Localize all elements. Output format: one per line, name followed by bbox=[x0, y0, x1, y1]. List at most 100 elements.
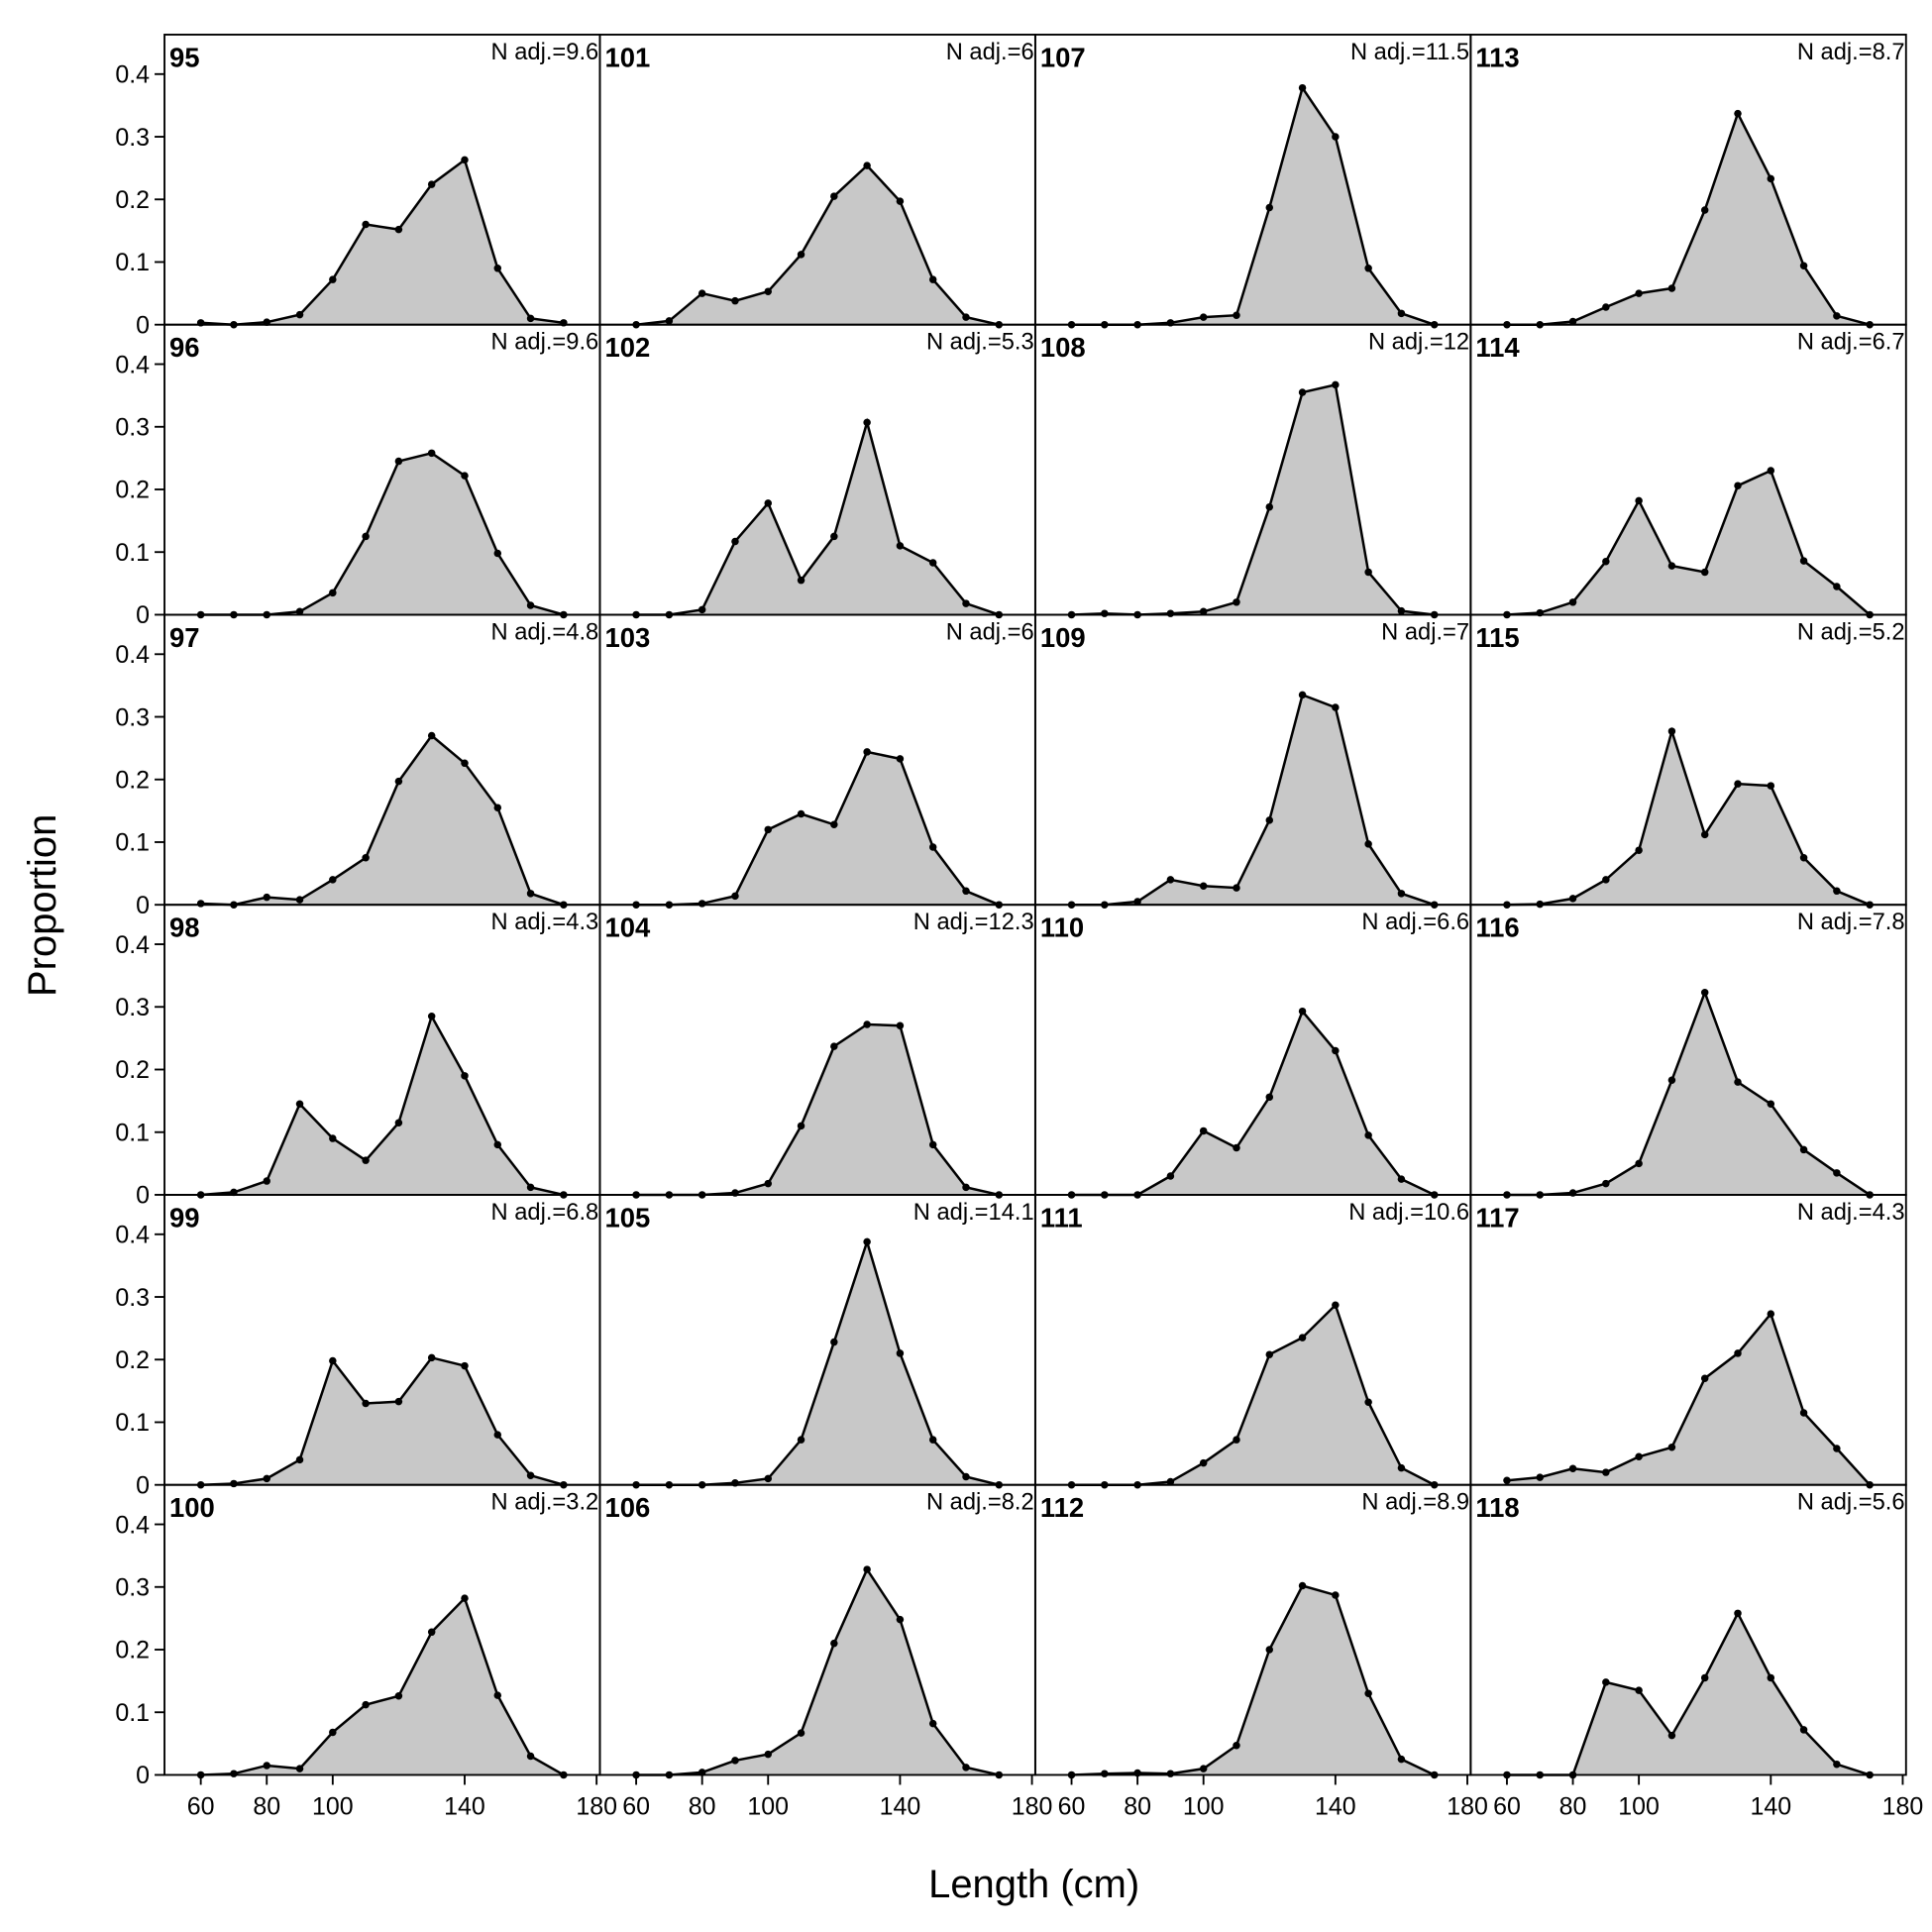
y-tick-label: 0.2 bbox=[115, 766, 150, 794]
point bbox=[329, 1356, 337, 1365]
x-tick-label: 140 bbox=[444, 1792, 485, 1820]
point bbox=[1734, 1349, 1742, 1357]
point bbox=[830, 1338, 838, 1346]
panel-title: 107 bbox=[1040, 42, 1086, 72]
point bbox=[196, 900, 205, 908]
y-tick-label: 0 bbox=[136, 1762, 150, 1789]
area bbox=[636, 422, 1000, 615]
point bbox=[1767, 174, 1775, 183]
point bbox=[329, 1728, 337, 1737]
point bbox=[295, 1765, 304, 1772]
point bbox=[962, 1183, 970, 1192]
point bbox=[962, 887, 970, 896]
area bbox=[1071, 384, 1435, 615]
point bbox=[493, 1431, 502, 1439]
point bbox=[1568, 1464, 1577, 1473]
point bbox=[797, 251, 805, 259]
point bbox=[962, 313, 970, 321]
point bbox=[1667, 1076, 1676, 1084]
panel-title: 98 bbox=[169, 912, 200, 943]
point bbox=[698, 900, 706, 908]
panel-title: 116 bbox=[1475, 912, 1519, 943]
point bbox=[493, 1140, 502, 1149]
point bbox=[698, 605, 706, 614]
point bbox=[1667, 727, 1676, 735]
y-tick-label: 0.1 bbox=[115, 1699, 150, 1727]
point bbox=[1635, 1686, 1643, 1694]
point bbox=[830, 1639, 838, 1648]
point bbox=[1364, 840, 1372, 848]
point bbox=[962, 599, 970, 607]
y-tick-label: 0.4 bbox=[115, 61, 150, 89]
y-tick-label: 0.3 bbox=[115, 703, 150, 731]
point bbox=[1734, 482, 1742, 489]
point bbox=[1166, 609, 1175, 617]
point bbox=[295, 607, 304, 616]
panel-title: 111 bbox=[1040, 1202, 1083, 1233]
y-axis-label: Proportion bbox=[21, 814, 64, 997]
panel-title: 118 bbox=[1475, 1492, 1519, 1523]
point bbox=[362, 1399, 370, 1408]
panel-title: 117 bbox=[1475, 1202, 1519, 1233]
point bbox=[1767, 467, 1775, 475]
x-tick-label: 180 bbox=[1012, 1792, 1053, 1820]
point bbox=[1667, 562, 1676, 570]
area bbox=[1506, 992, 1871, 1195]
area bbox=[200, 1357, 564, 1485]
point bbox=[329, 876, 337, 884]
line bbox=[200, 1595, 565, 1776]
area bbox=[1071, 1011, 1435, 1195]
annotation: N adj.=9.6 bbox=[491, 330, 599, 356]
x-tick-label: 140 bbox=[880, 1792, 921, 1820]
point bbox=[526, 1752, 535, 1761]
point bbox=[797, 1436, 805, 1444]
y-tick-label: 0.2 bbox=[115, 477, 150, 504]
point bbox=[764, 825, 773, 834]
area bbox=[636, 1023, 1000, 1195]
point bbox=[1265, 816, 1274, 824]
y-tick-label: 0 bbox=[136, 1182, 150, 1210]
point bbox=[1799, 854, 1808, 862]
point bbox=[427, 1353, 436, 1362]
y-tick-label: 0.4 bbox=[115, 641, 150, 669]
point bbox=[1233, 1741, 1240, 1750]
point bbox=[1133, 898, 1141, 906]
point bbox=[731, 892, 739, 901]
point bbox=[1767, 1100, 1775, 1109]
point bbox=[1265, 1350, 1274, 1358]
point bbox=[461, 1361, 469, 1370]
point bbox=[1298, 388, 1307, 396]
point bbox=[1568, 598, 1577, 606]
line bbox=[1506, 110, 1871, 326]
area bbox=[1506, 113, 1871, 325]
point bbox=[1700, 206, 1709, 214]
area bbox=[1071, 1305, 1435, 1485]
point bbox=[427, 731, 436, 740]
point bbox=[526, 601, 535, 609]
y-tick-label: 0 bbox=[136, 311, 150, 339]
panel-title: 101 bbox=[604, 42, 650, 72]
point bbox=[362, 1700, 370, 1709]
panel-title: 109 bbox=[1040, 622, 1086, 653]
point bbox=[928, 1436, 937, 1444]
y-tick-label: 0.2 bbox=[115, 1637, 150, 1664]
point bbox=[830, 1042, 838, 1050]
y-tick-label: 0.1 bbox=[115, 829, 150, 857]
x-tick-label: 80 bbox=[253, 1792, 280, 1820]
point bbox=[1199, 882, 1208, 890]
point bbox=[1667, 284, 1676, 292]
line bbox=[200, 1355, 565, 1486]
annotation: N adj.=8.2 bbox=[926, 1490, 1034, 1516]
point bbox=[731, 296, 739, 305]
annotation: N adj.=5.3 bbox=[926, 330, 1034, 356]
area bbox=[200, 453, 564, 615]
point bbox=[1667, 1444, 1676, 1451]
point bbox=[362, 220, 370, 229]
area bbox=[1506, 1314, 1871, 1485]
point bbox=[1833, 887, 1841, 896]
annotation: N adj.=14.1 bbox=[913, 1200, 1034, 1226]
point bbox=[928, 843, 937, 851]
point bbox=[1602, 557, 1610, 566]
point bbox=[493, 265, 502, 272]
